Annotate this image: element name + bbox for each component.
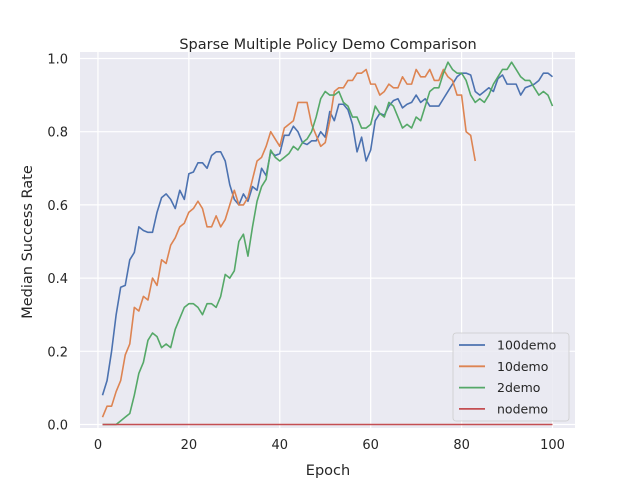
legend-label-10demo: 10demo xyxy=(497,359,548,374)
x-tick-label: 20 xyxy=(181,438,198,453)
x-tick-label: 40 xyxy=(271,438,288,453)
x-tick-label: 100 xyxy=(540,438,565,453)
y-axis-ticks: 0.0 0.2 0.4 0.6 0.8 1.0 xyxy=(47,53,68,434)
y-tick-label: 0.0 xyxy=(47,419,68,434)
x-axis-ticks: 0 20 40 60 80 100 xyxy=(94,438,565,453)
y-tick-label: 0.8 xyxy=(47,126,68,141)
x-axis-label: Epoch xyxy=(306,463,350,479)
y-axis-label: Median Success Rate xyxy=(20,165,36,319)
legend-box xyxy=(452,332,570,422)
legend: 100demo 10demo 2demo nodemo xyxy=(452,332,570,422)
series-line-2demo xyxy=(102,61,554,426)
y-tick-label: 0.2 xyxy=(47,345,68,360)
y-tick-label: 0.6 xyxy=(47,199,68,214)
y-tick-label: 1.0 xyxy=(47,53,68,68)
x-tick-label: 60 xyxy=(362,438,379,453)
y-tick-label: 0.4 xyxy=(47,272,68,287)
legend-label-nodemo: nodemo xyxy=(497,401,548,416)
series-line-10demo xyxy=(101,68,477,418)
legend-label-2demo: 2demo xyxy=(497,380,540,395)
legend-label-100demo: 100demo xyxy=(497,338,556,353)
x-tick-label: 0 xyxy=(94,438,102,453)
x-tick-label: 80 xyxy=(453,438,470,453)
series-lines xyxy=(101,61,554,426)
series-line-100demo xyxy=(101,72,554,396)
chart-title: Sparse Multiple Policy Demo Comparison xyxy=(179,37,476,53)
